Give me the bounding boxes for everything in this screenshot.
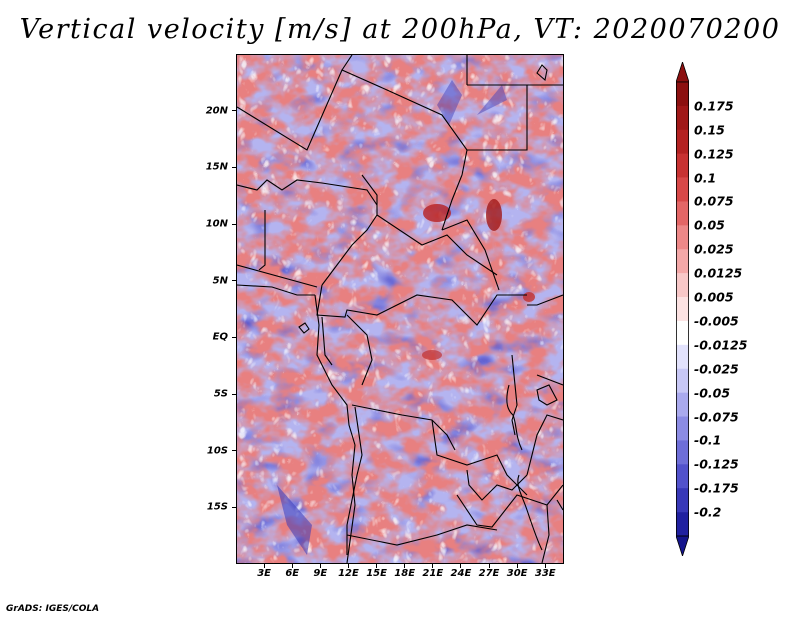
lon-tick-mark [263, 564, 265, 568]
updraft-core [486, 199, 502, 231]
lon-tick-mark [516, 564, 518, 568]
map-field [237, 55, 563, 563]
colorbar-band [676, 512, 689, 537]
lon-tick-mark [376, 564, 378, 568]
lon-tick-label: 30E [506, 568, 528, 579]
colorbar-level-label: 0.005 [694, 289, 734, 305]
lon-tick-label: 27E [478, 568, 500, 579]
lat-tick-mark [232, 166, 236, 168]
updraft-core [423, 204, 451, 222]
colorbar [675, 60, 690, 558]
lon-tick-mark [404, 564, 406, 568]
colorbar-level-label: 0.1 [694, 170, 717, 186]
colorbar-level-label: 0.025 [694, 241, 734, 257]
lat-tick-label: 15N [205, 161, 228, 173]
velocity-map[interactable] [236, 54, 564, 564]
colorbar-band [676, 153, 689, 178]
lat-tick-label: 10N [205, 218, 228, 230]
lon-tick-mark [544, 564, 546, 568]
colorbar-band [676, 320, 689, 346]
lon-tick-label: 33E [534, 568, 556, 579]
updraft-core [523, 292, 535, 302]
colorbar-level-label: 0.15 [694, 122, 725, 138]
colorbar-band [676, 177, 689, 202]
lon-tick-mark [319, 564, 321, 568]
downdraft-streak [277, 485, 312, 555]
colorbar-outline [676, 81, 689, 537]
field-neutral [237, 55, 563, 563]
lat-tick-mark [232, 336, 236, 338]
downdraft-streak [437, 80, 462, 125]
lat-tick-label: 10S [206, 445, 228, 457]
lon-tick-label: 3E [257, 568, 271, 579]
lon-tick-label: 24E [450, 568, 472, 579]
colorbar-bottom-arrow [675, 535, 690, 558]
updraft-core [422, 350, 442, 360]
colorbar-level-label: -0.05 [694, 385, 731, 401]
colorbar-level-label: 0.075 [694, 193, 734, 209]
colorbar-band [676, 82, 689, 107]
lon-tick-label: 9E [313, 568, 328, 579]
lat-tick-mark [232, 506, 236, 508]
colorbar-band [676, 416, 689, 441]
colorbar-band [676, 368, 689, 393]
country-borders [237, 55, 563, 563]
lon-tick-label: 6E [285, 568, 300, 579]
colorbar-level-label: -0.2 [694, 504, 722, 520]
colorbar-level-label: 0.175 [694, 98, 734, 114]
chart-title: Vertical velocity [m/s] at 200hPa, VT: 2… [19, 14, 781, 45]
lat-tick-label: EQ [212, 331, 228, 343]
colorbar-level-label: -0.075 [694, 409, 739, 425]
lat-tick-label: 5N [212, 275, 228, 287]
lat-tick-mark [232, 110, 236, 112]
downdraft-streak [477, 85, 507, 115]
lat-tick-mark [232, 450, 236, 452]
colorbar-band [676, 344, 689, 370]
colorbar-band [676, 488, 689, 513]
lon-tick-mark [460, 564, 462, 568]
lat-tick-mark [232, 393, 236, 395]
colorbar-level-label: 0.0125 [694, 265, 743, 281]
colorbar-band [676, 225, 689, 250]
colorbar-level-label: 0.125 [694, 146, 734, 162]
colorbar-level-label: -0.175 [694, 480, 739, 496]
lat-tick-label: 15S [206, 501, 228, 513]
colorbar-band [676, 105, 689, 131]
lat-tick-label: 5S [213, 388, 228, 400]
lon-tick-label: 15E [366, 568, 387, 579]
colorbar-level-label: 0.05 [694, 217, 725, 233]
lon-tick-label: 21E [422, 568, 444, 579]
colorbar-band [676, 440, 689, 465]
colorbar-band [676, 129, 689, 154]
colorbar-level-label: -0.125 [694, 456, 739, 472]
colorbar-band [676, 249, 689, 274]
colorbar-band [676, 392, 689, 417]
colorbar-top-arrow [675, 60, 690, 83]
lon-tick-mark [488, 564, 490, 568]
colorbar-level-label: -0.0125 [694, 337, 748, 353]
colorbar-level-label: -0.005 [694, 313, 739, 329]
lon-tick-mark [291, 564, 293, 568]
lon-tick-mark [347, 564, 349, 568]
lat-tick-mark [232, 223, 236, 225]
lon-tick-mark [432, 564, 434, 568]
colorbar-level-label: -0.025 [694, 361, 739, 377]
colorbar-swatches [675, 60, 690, 558]
lon-tick-label: 18E [394, 568, 416, 579]
colorbar-band [676, 297, 689, 322]
grads-credit: GrADS: IGES/COLA [6, 604, 100, 614]
lat-tick-mark [232, 280, 236, 282]
colorbar-band [676, 273, 689, 298]
lat-tick-label: 20N [205, 105, 228, 117]
lon-tick-label: 12E [338, 568, 359, 579]
colorbar-band [676, 464, 689, 489]
colorbar-level-label: -0.1 [694, 432, 722, 448]
colorbar-band [676, 201, 689, 226]
